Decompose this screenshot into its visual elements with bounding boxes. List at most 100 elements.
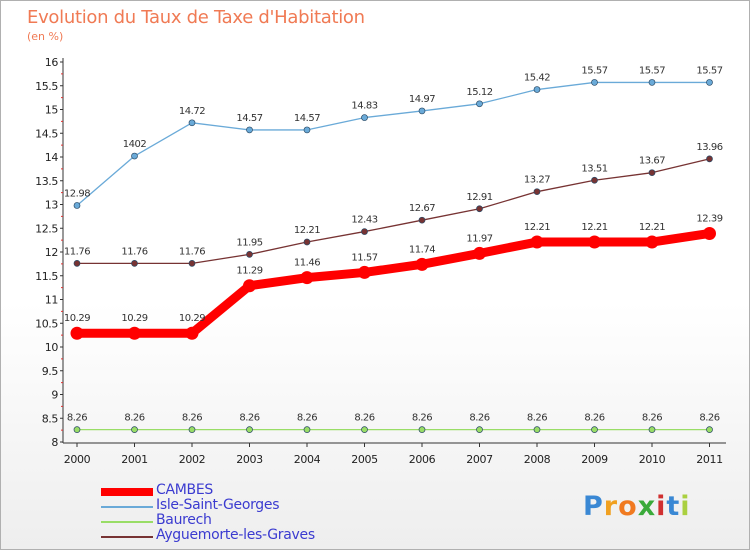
data-point-ayguemorte-les-graves [706,155,713,163]
proxiti-logo: Proxiti [583,491,691,522]
x-tick-label: 2005 [351,453,378,466]
x-tick-label: 2007 [466,453,493,466]
data-label-isle-saint-georges: 15.57 [639,65,665,76]
data-label-isle-saint-georges: 15.42 [524,73,550,84]
data-point-isle-saint-georges [131,152,138,160]
data-label-cambes: 11.97 [466,233,492,244]
data-label-baurech: 8.26 [412,413,432,424]
data-label-cambes: 10.29 [179,313,205,324]
data-label-isle-saint-georges: 14.72 [179,106,205,117]
legend-swatch-cambes [101,488,153,496]
x-tick-label: 2003 [236,453,263,466]
data-point-cambes [358,265,371,279]
data-point-ayguemorte-les-graves [188,260,196,267]
data-label-baurech: 8.26 [124,413,144,424]
data-label-ayguemorte-les-graves: 12.91 [466,192,492,203]
x-tick-label: 2000 [64,453,91,466]
legend-label-baurech: Baurech [156,512,212,528]
data-point-isle-saint-georges [533,86,541,93]
data-point-isle-saint-georges [361,114,368,121]
data-point-cambes [703,226,716,240]
data-point-ayguemorte-les-graves [533,188,541,196]
data-label-ayguemorte-les-graves: 11.76 [179,246,205,257]
data-point-cambes [128,326,141,340]
data-label-cambes: 12.21 [581,222,607,233]
logo-letter: i [680,491,691,522]
data-label-baurech: 8.26 [182,413,202,424]
data-point-ayguemorte-les-graves [476,205,483,213]
logo-letter: x [637,491,657,522]
data-point-isle-saint-georges [188,119,196,127]
data-label-cambes: 11.74 [409,244,435,255]
chart-title: Evolution du Taux de Taxe d'Habitation [27,7,365,28]
legend-label-ayguemorte-les-graves: Ayguemorte-les-Graves [156,527,315,543]
data-label-cambes: 12.21 [524,222,550,233]
data-point-baurech [303,426,311,433]
data-label-baurech: 8.26 [239,413,259,424]
data-point-isle-saint-georges [706,79,713,86]
data-label-ayguemorte-les-graves: 11.95 [236,237,262,248]
data-label-baurech: 8.26 [642,413,662,424]
data-point-ayguemorte-les-graves [648,169,656,177]
data-label-isle-saint-georges: 15.12 [466,87,492,98]
data-point-cambes [473,246,486,260]
data-point-ayguemorte-les-graves [303,238,311,246]
data-label-ayguemorte-les-graves: 13.27 [524,175,550,186]
data-label-isle-saint-georges: 14.57 [294,113,320,124]
y-tick-label: 12.5 [35,222,58,235]
data-point-baurech [648,426,656,433]
x-tick-label: 2009 [581,453,608,466]
data-label-ayguemorte-les-graves: 12.43 [351,215,377,226]
y-tick-label: 9.5 [42,365,59,378]
y-tick-label: 10.5 [35,317,58,330]
y-tick-label: 15.5 [35,80,58,93]
data-point-baurech [188,426,196,433]
data-label-baurech: 8.26 [354,413,374,424]
x-tick-label: 2004 [294,453,321,466]
y-tick-label: 16 [45,56,59,69]
y-tick-label: 14.5 [35,127,58,140]
y-tick-label: 14 [45,151,59,164]
data-point-cambes [300,271,314,285]
data-label-isle-saint-georges: 15.57 [696,65,722,76]
data-label-cambes: 11.29 [236,266,262,277]
data-point-ayguemorte-les-graves [361,228,368,235]
data-point-ayguemorte-les-graves [418,216,426,224]
logo-letter: P [583,491,604,522]
data-label-baurech: 8.26 [469,413,489,424]
y-tick-label: 8 [51,436,58,449]
data-point-isle-saint-georges [73,202,81,209]
data-point-baurech [361,426,368,433]
data-point-cambes [588,235,601,249]
data-point-isle-saint-georges [418,107,426,115]
x-tick-label: 2008 [524,453,551,466]
data-point-cambes [645,235,659,249]
data-point-cambes [70,326,84,340]
legend-label-cambes: CAMBES [156,482,213,498]
x-tick-label: 2010 [639,453,666,466]
data-point-cambes [415,257,429,271]
data-label-cambes: 10.29 [121,313,147,324]
y-tick-label: 12 [45,246,58,259]
y-axis-unit-label: (en %) [27,30,64,43]
data-point-ayguemorte-les-graves [131,260,138,267]
x-tick-label: 2002 [179,453,205,466]
data-point-baurech [73,426,81,433]
data-label-ayguemorte-les-graves: 11.76 [64,246,90,257]
data-label-baurech: 8.26 [584,413,604,424]
data-point-isle-saint-georges [648,79,656,86]
series-line-cambes [72,228,714,338]
data-point-cambes [530,235,544,249]
y-tick-label: 8.5 [42,412,59,425]
x-tick-label: 2006 [409,453,436,466]
legend-label-isle-saint-georges: Isle-Saint-Georges [156,497,280,513]
data-point-baurech [476,426,483,433]
data-point-baurech [591,426,598,433]
data-label-cambes: 12.39 [696,213,722,224]
data-point-cambes [243,279,256,293]
data-label-ayguemorte-les-graves: 13.96 [696,142,722,153]
data-point-ayguemorte-les-graves [73,260,81,267]
series-line-ayguemorte-les-graves [76,158,711,265]
data-label-isle-saint-georges: 14.57 [236,113,262,124]
data-point-isle-saint-georges [476,100,483,108]
